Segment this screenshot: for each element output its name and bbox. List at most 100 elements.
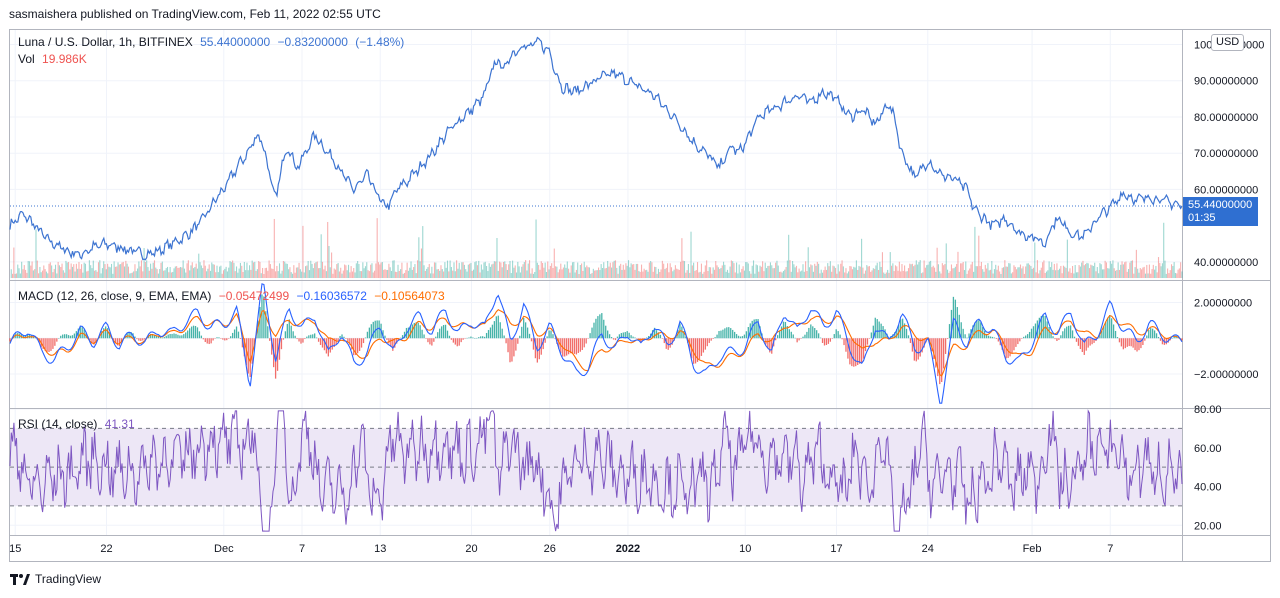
volume-bar bbox=[239, 262, 241, 278]
macd-hist-bar bbox=[429, 338, 431, 345]
macd-hist-bar bbox=[651, 330, 654, 339]
volume-bar bbox=[851, 269, 854, 278]
macd-hist-bar bbox=[1083, 338, 1085, 355]
volume-bar bbox=[220, 265, 222, 278]
volume-bar bbox=[1068, 271, 1070, 278]
macd-hist-bar bbox=[696, 338, 699, 362]
macd-hist-bar bbox=[487, 330, 490, 339]
volume-bar bbox=[146, 260, 148, 278]
volume-bar bbox=[539, 269, 541, 278]
volume-bar bbox=[290, 272, 292, 278]
macd-hist-bar bbox=[573, 338, 576, 354]
macd-hist-bar bbox=[222, 338, 224, 340]
volume-bar bbox=[633, 264, 635, 278]
macd-hist-bar bbox=[870, 332, 873, 339]
volume-bar bbox=[1014, 266, 1016, 278]
volume-bar bbox=[298, 262, 300, 278]
volume-bar bbox=[741, 268, 743, 278]
volume-bar bbox=[1134, 267, 1136, 278]
volume-bar bbox=[1035, 272, 1037, 278]
volume-bar bbox=[446, 260, 449, 278]
volume-bar bbox=[926, 265, 928, 278]
volume-bar bbox=[1137, 268, 1139, 278]
volume-bar bbox=[969, 268, 971, 278]
macd-hist-bar bbox=[618, 334, 621, 339]
volume-bar bbox=[497, 270, 499, 278]
volume-bar bbox=[577, 262, 579, 278]
macd-hist-bar bbox=[1138, 338, 1140, 351]
tradingview-logo-icon[interactable] bbox=[10, 573, 30, 586]
volume-bar bbox=[247, 270, 249, 278]
volume-bar bbox=[993, 269, 995, 278]
macd-line-value: −0.16036572 bbox=[296, 289, 367, 303]
macd-hist-bar bbox=[138, 338, 140, 341]
volume-bar bbox=[578, 273, 580, 278]
macd-hist-bar bbox=[1132, 338, 1134, 348]
volume-bar bbox=[732, 261, 734, 278]
macd-hist-bar bbox=[210, 338, 212, 344]
macd-hist-bar bbox=[745, 331, 748, 339]
volume-bar bbox=[629, 267, 631, 278]
macd-hist-bar bbox=[1015, 338, 1017, 347]
rsi-label: RSI (14, close) bbox=[18, 417, 98, 431]
macd-hist-bar bbox=[1038, 317, 1041, 339]
volume-bar bbox=[358, 263, 360, 278]
macd-histogram bbox=[9, 294, 1183, 385]
rsi-tick-label: 20.00 bbox=[1194, 520, 1222, 532]
macd-hist-bar bbox=[1032, 326, 1035, 339]
macd-hist-bar bbox=[823, 338, 826, 346]
volume-bar bbox=[760, 266, 762, 278]
macd-hist-bar bbox=[409, 326, 412, 339]
time-tick-label: 22 bbox=[100, 543, 112, 555]
volume-bar bbox=[624, 269, 626, 278]
macd-hist-bar bbox=[942, 338, 945, 369]
volume-bar bbox=[620, 263, 622, 278]
macd-hist-bar bbox=[464, 338, 466, 339]
macd-hist-bar bbox=[585, 338, 587, 344]
macd-hist-bar bbox=[1056, 338, 1058, 342]
macd-hist-bar bbox=[17, 332, 19, 339]
volume-bar bbox=[264, 268, 266, 278]
macd-hist-bar bbox=[919, 338, 921, 357]
macd-hist-bar bbox=[476, 337, 478, 339]
volume-bar bbox=[772, 268, 774, 278]
volume-bar bbox=[329, 267, 331, 278]
currency-button[interactable]: USD bbox=[1211, 34, 1245, 51]
macd-hist-bar bbox=[569, 338, 572, 354]
macd-hist-bar bbox=[358, 338, 361, 351]
volume-bar bbox=[571, 262, 574, 278]
volume-bar bbox=[652, 271, 654, 278]
volume-bar bbox=[801, 270, 803, 278]
volume-bar bbox=[806, 271, 808, 278]
macd-hist-bar bbox=[853, 338, 855, 367]
macd-hist-bar bbox=[319, 338, 322, 345]
volume-bar bbox=[1006, 266, 1009, 278]
volume-bar bbox=[639, 271, 641, 278]
macd-hist-bar bbox=[462, 338, 464, 340]
volume-bar bbox=[1085, 264, 1087, 278]
volume-bar bbox=[15, 273, 18, 278]
macd-hist-bar bbox=[63, 334, 66, 339]
volume-bar bbox=[769, 262, 771, 278]
volume-bar bbox=[888, 272, 890, 278]
macd-hist-bar bbox=[472, 337, 474, 339]
volume-bar bbox=[879, 261, 881, 278]
chart-frame bbox=[9, 29, 1271, 562]
series-lines bbox=[9, 36, 1183, 532]
volume-bar bbox=[534, 272, 536, 278]
volume-bar bbox=[715, 261, 717, 278]
macd-hist-bar bbox=[1148, 329, 1150, 339]
macd-hist-bar bbox=[628, 332, 630, 339]
macd-hist-bar bbox=[372, 321, 374, 339]
macd-hist-bar bbox=[991, 336, 994, 339]
macd-hist-bar bbox=[995, 338, 998, 339]
volume-bar bbox=[337, 263, 339, 278]
volume-bar bbox=[976, 266, 979, 278]
volume-bar bbox=[40, 272, 42, 278]
volume-bar bbox=[1116, 269, 1118, 278]
volume-bar bbox=[538, 264, 540, 278]
footer-brand[interactable]: TradingView bbox=[35, 572, 102, 586]
volume-bar bbox=[902, 270, 904, 278]
macd-hist-bar bbox=[626, 331, 628, 339]
